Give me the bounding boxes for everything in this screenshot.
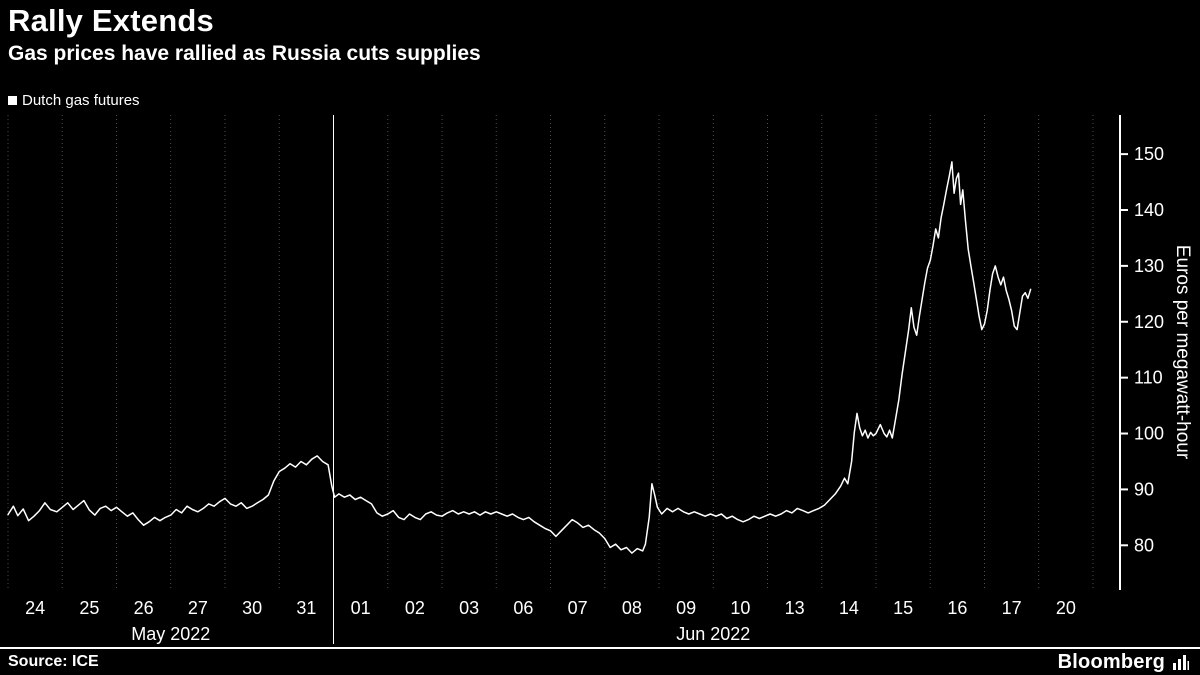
x-tick-label: 06 — [513, 598, 533, 618]
x-tick-label: 31 — [296, 598, 316, 618]
x-tick-label: 07 — [568, 598, 588, 618]
x-tick-label: 25 — [79, 598, 99, 618]
legend-swatch-icon — [8, 96, 17, 105]
x-tick-label: 14 — [839, 598, 859, 618]
bloomberg-logo: Bloomberg — [1058, 651, 1190, 674]
x-tick-label: 02 — [405, 598, 425, 618]
x-tick-label: 20 — [1056, 598, 1076, 618]
y-tick-label: 110 — [1134, 368, 1163, 388]
y-tick-label: 120 — [1134, 312, 1164, 332]
chart-title: Rally Extends — [8, 3, 214, 38]
bloomberg-wordmark: Bloomberg — [1057, 650, 1165, 673]
footer-divider — [0, 647, 1200, 649]
x-tick-label: 09 — [676, 598, 696, 618]
bloomberg-chart-icon — [1173, 655, 1189, 670]
chart-footer: Source: ICE Bloomberg — [8, 651, 1190, 673]
chart-subtitle: Gas prices have rallied as Russia cuts s… — [8, 42, 481, 66]
x-tick-label: 26 — [134, 598, 154, 618]
x-tick-label: 10 — [730, 598, 750, 618]
x-tick-label: 13 — [785, 598, 805, 618]
x-tick-label: 17 — [1002, 598, 1022, 618]
chart-header: Rally Extends Gas prices have rallied as… — [8, 3, 481, 66]
y-axis-title: Euros per megawatt-hour — [1172, 245, 1193, 460]
y-tick-label: 130 — [1134, 256, 1164, 276]
price-line-series — [7, 161, 1032, 554]
y-tick-label: 90 — [1134, 479, 1154, 499]
month-label: May 2022 — [131, 624, 210, 644]
x-tick-label: 03 — [459, 598, 479, 618]
y-tick-label: 100 — [1134, 424, 1164, 444]
x-tick-label: 27 — [188, 598, 208, 618]
x-tick-label: 30 — [242, 598, 262, 618]
x-tick-label: 08 — [622, 598, 642, 618]
legend: Dutch gas futures — [8, 92, 140, 109]
y-tick-label: 150 — [1134, 144, 1164, 164]
x-tick-label: 15 — [893, 598, 913, 618]
x-tick-label: 16 — [947, 598, 967, 618]
legend-label: Dutch gas futures — [22, 92, 140, 109]
month-label: Jun 2022 — [676, 624, 750, 644]
x-tick-label: 01 — [351, 598, 371, 618]
y-tick-label: 80 — [1134, 535, 1154, 555]
y-tick-label: 140 — [1134, 200, 1164, 220]
source-label: Source: ICE — [8, 653, 99, 670]
x-tick-label: 24 — [25, 598, 45, 618]
